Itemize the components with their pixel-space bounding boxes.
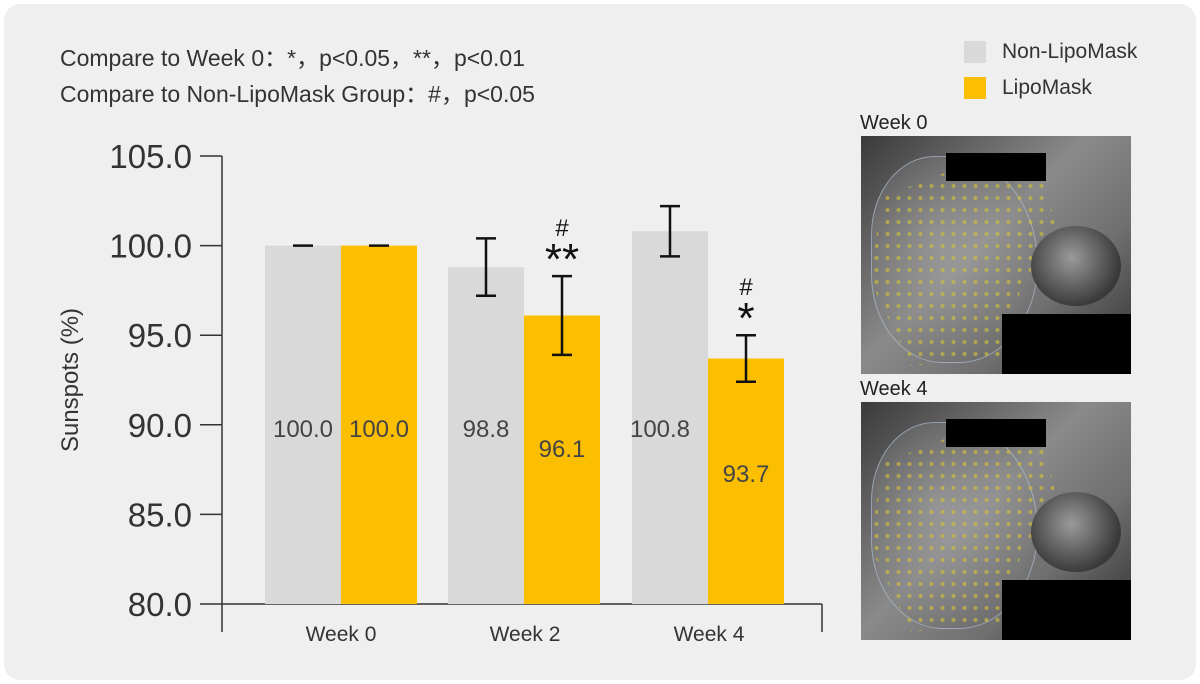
significance-marker: * — [737, 294, 754, 343]
significance-marker: ** — [545, 235, 579, 284]
legend: Non-LipoMask LipoMask — [964, 34, 1137, 106]
legend-swatch-lipomask — [964, 77, 986, 99]
y-tick-label: 95.0 — [128, 317, 192, 354]
group-significance-marker: # — [555, 215, 569, 242]
bar — [265, 245, 341, 604]
group-significance-marker: # — [739, 274, 753, 301]
bar-value-label: 100.0 — [349, 416, 409, 443]
nose-shape — [1031, 492, 1121, 572]
face-photo-week0 — [861, 136, 1131, 374]
x-tick-label: Week 4 — [674, 623, 745, 646]
bar-chart: 80.0 85.0 90.0 95.0 100.0 105.0 Sunspots (%) We… — [57, 138, 823, 646]
photo-label-week0: Week 0 — [860, 112, 928, 134]
photo-label-week4: Week 4 — [860, 378, 928, 400]
bar-value-label: 100.8 — [630, 416, 690, 443]
bar — [448, 267, 524, 604]
y-tick-label: 80.0 — [128, 586, 192, 623]
legend-item-non-lipomask: Non-LipoMask — [964, 34, 1137, 70]
y-tick-label: 100.0 — [109, 228, 192, 265]
note-week0: Compare to Week 0：*，p<0.05，**，p<0.01 — [60, 45, 525, 71]
y-tick-label: 90.0 — [128, 407, 192, 444]
figure-card: Compare to Week 0：*，p<0.05，**，p<0.01 Com… — [4, 4, 1196, 680]
privacy-bar — [1002, 580, 1131, 640]
x-tick-label: Week 2 — [490, 623, 561, 646]
x-tick-label: Week 0 — [306, 623, 377, 646]
legend-label-non-lipomask: Non-LipoMask — [1002, 40, 1138, 63]
significance-notes: Compare to Week 0：*，p<0.05，**，p<0.01 Com… — [60, 40, 535, 112]
bar — [632, 231, 708, 604]
privacy-bar — [1002, 314, 1131, 374]
nose-shape — [1031, 226, 1121, 306]
note-group: Compare to Non-LipoMask Group：#，p<0.05 — [60, 81, 535, 107]
bar-value-label: 100.0 — [273, 416, 333, 443]
face-photo-week4 — [861, 402, 1131, 640]
bar-value-label: 96.1 — [539, 436, 586, 463]
bar-value-label: 98.8 — [463, 416, 510, 443]
bar-value-label: 93.7 — [723, 461, 770, 488]
bar — [341, 245, 417, 604]
legend-swatch-non-lipomask — [964, 41, 986, 63]
y-axis-label: Sunspots (%) — [57, 308, 84, 452]
y-tick-label: 105.0 — [109, 138, 192, 175]
bar — [524, 315, 600, 604]
legend-label-lipomask: LipoMask — [1002, 76, 1092, 99]
y-tick-label: 85.0 — [128, 496, 192, 533]
privacy-bar — [946, 153, 1046, 181]
bar — [708, 358, 784, 604]
privacy-bar — [946, 419, 1046, 447]
legend-item-lipomask: LipoMask — [964, 70, 1137, 106]
